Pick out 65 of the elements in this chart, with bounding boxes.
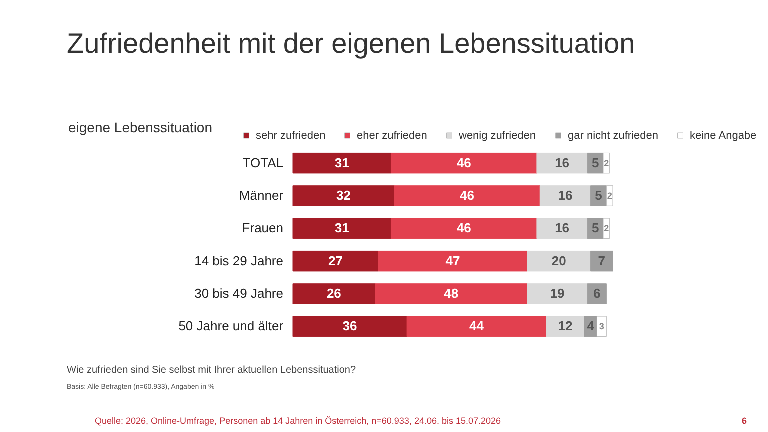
y-tick-label: Frauen: [242, 220, 284, 236]
bar: [292, 218, 392, 240]
data-label: 19: [550, 286, 565, 301]
data-label: 5: [592, 220, 600, 236]
bar: [590, 250, 614, 272]
data-label: 5: [592, 155, 600, 170]
data-label: 20: [552, 253, 566, 268]
legend-label: gar nicht zufrieden: [568, 130, 658, 142]
bar: [378, 250, 528, 272]
bar: [536, 218, 588, 240]
y-tick-label: 30 bis 49 Jahre: [194, 286, 284, 301]
bar: [587, 284, 607, 304]
bar: [292, 316, 408, 338]
y-tick-label: Männer: [239, 188, 284, 203]
data-label: 27: [328, 253, 344, 268]
bar: [292, 152, 392, 174]
legend-label: wenig zufrieden: [458, 130, 536, 142]
data-label: 32: [336, 188, 351, 203]
data-label: 31: [334, 220, 350, 236]
data-label: 44: [470, 318, 485, 334]
data-label: 47: [446, 253, 460, 268]
chart-title: Zufriedenheit mit der eigenen Lebenssituation: [67, 28, 636, 59]
legend-label: eher zufrieden: [357, 130, 428, 142]
bar: [596, 316, 607, 338]
bar: [406, 316, 547, 338]
bar: [536, 152, 588, 174]
bar: [546, 316, 585, 338]
bar: [292, 284, 376, 304]
legend-label: keine Angabe: [690, 130, 757, 142]
data-label: 48: [444, 286, 459, 301]
source-note: Quelle: 2026, Online-Umfrage, Personen ab 14 Jahren in Österreich, n=60.933, 24.06. bis 15.07.2026: [95, 416, 502, 426]
data-label: 2: [604, 224, 610, 234]
bar: [390, 218, 538, 240]
bar: [540, 186, 592, 206]
text: 6: [742, 416, 748, 426]
data-label: 2: [604, 158, 610, 168]
data-label: 36: [342, 318, 358, 334]
bar: [292, 186, 395, 206]
data-label: 46: [460, 188, 474, 203]
data-label: 16: [555, 220, 570, 236]
data-label: 46: [456, 155, 472, 170]
bar: [527, 284, 588, 304]
y-axis-title: eigene Lebenssituation: [68, 120, 213, 136]
data-label: 16: [555, 155, 570, 170]
bar: [390, 152, 538, 174]
y-tick-label: 50 Jahre und älter: [178, 318, 284, 334]
legend-label: sehr zufrieden: [256, 130, 326, 142]
text: Wie zufrieden sind Sie selbst mit Ihrer aktuellen Lebenssituation?: [67, 365, 356, 376]
bar: [527, 250, 592, 272]
data-label: 4: [587, 318, 596, 334]
data-label: 31: [334, 155, 350, 170]
y-tick-label: 14 bis 29 Jahre: [194, 253, 284, 268]
data-label: 16: [558, 188, 573, 203]
bar: [375, 284, 528, 304]
data-label: 6: [594, 286, 601, 301]
data-label: 26: [326, 286, 342, 301]
data-label: 3: [599, 322, 604, 332]
data-label: 2: [607, 191, 612, 201]
data-label: 12: [558, 318, 573, 334]
data-label: 7: [598, 253, 606, 268]
bar: [394, 186, 540, 206]
data-label: 5: [595, 188, 602, 203]
y-tick-label: TOTAL: [242, 155, 284, 170]
data-label: 46: [456, 220, 472, 236]
bar: [292, 250, 379, 272]
